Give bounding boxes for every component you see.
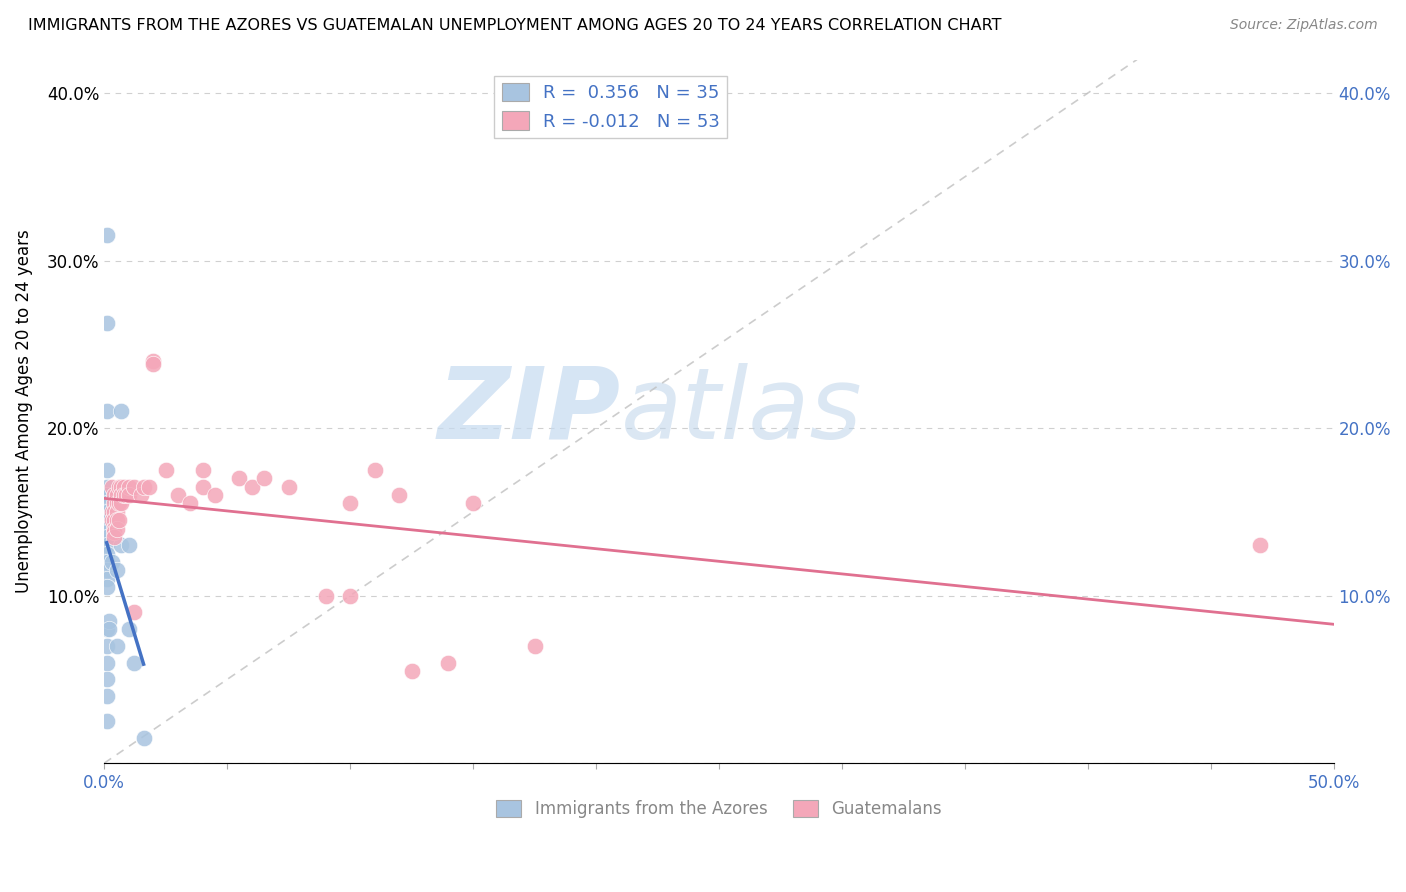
Point — [122, 656, 145, 670]
Point — [110, 496, 132, 510]
Point — [277, 480, 299, 494]
Point — [437, 656, 460, 670]
Text: atlas: atlas — [620, 363, 862, 460]
Point — [96, 564, 118, 578]
Point — [96, 522, 118, 536]
Point — [112, 488, 135, 502]
Point — [129, 488, 152, 502]
Point — [142, 358, 165, 372]
Point — [339, 496, 361, 510]
Point — [523, 639, 546, 653]
Legend: Immigrants from the Azores, Guatemalans: Immigrants from the Azores, Guatemalans — [489, 794, 948, 825]
Point — [96, 580, 118, 594]
Point — [96, 463, 118, 477]
Point — [105, 488, 128, 502]
Text: IMMIGRANTS FROM THE AZORES VS GUATEMALAN UNEMPLOYMENT AMONG AGES 20 TO 24 YEARS : IMMIGRANTS FROM THE AZORES VS GUATEMALAN… — [28, 18, 1001, 33]
Point — [96, 639, 118, 653]
Point — [105, 496, 128, 510]
Point — [96, 673, 118, 687]
Point — [122, 606, 145, 620]
Point — [103, 496, 125, 510]
Point — [96, 524, 118, 539]
Point — [96, 656, 118, 670]
Point — [110, 480, 132, 494]
Point — [103, 505, 125, 519]
Point — [118, 480, 141, 494]
Point — [108, 496, 131, 510]
Point — [118, 538, 141, 552]
Point — [132, 731, 155, 745]
Point — [96, 555, 118, 569]
Point — [191, 463, 214, 477]
Point — [364, 463, 387, 477]
Point — [96, 622, 118, 636]
Point — [401, 664, 423, 678]
Point — [118, 488, 141, 502]
Point — [96, 496, 118, 510]
Point — [122, 480, 145, 494]
Point — [138, 480, 160, 494]
Point — [110, 538, 132, 552]
Point — [112, 480, 135, 494]
Point — [110, 488, 132, 502]
Point — [103, 530, 125, 544]
Point — [1249, 538, 1271, 552]
Point — [98, 614, 121, 628]
Point — [96, 404, 118, 418]
Text: Source: ZipAtlas.com: Source: ZipAtlas.com — [1230, 18, 1378, 32]
Point — [96, 530, 118, 544]
Point — [191, 480, 214, 494]
Point — [155, 463, 177, 477]
Point — [100, 555, 122, 569]
Point — [228, 471, 250, 485]
Point — [204, 488, 226, 502]
Point — [96, 488, 118, 502]
Point — [142, 354, 165, 368]
Point — [100, 513, 122, 527]
Point — [105, 505, 128, 519]
Point — [105, 522, 128, 536]
Point — [96, 513, 118, 527]
Text: ZIP: ZIP — [437, 363, 620, 460]
Point — [96, 505, 118, 519]
Point — [96, 547, 118, 561]
Point — [240, 480, 263, 494]
Point — [103, 488, 125, 502]
Point — [100, 480, 122, 494]
Point — [96, 480, 118, 494]
Point — [98, 622, 121, 636]
Point — [105, 639, 128, 653]
Point — [96, 538, 118, 552]
Point — [118, 622, 141, 636]
Point — [105, 564, 128, 578]
Point — [96, 228, 118, 243]
Point — [103, 522, 125, 536]
Point — [110, 404, 132, 418]
Point — [253, 471, 276, 485]
Point — [339, 589, 361, 603]
Point — [132, 480, 155, 494]
Point — [388, 488, 411, 502]
Point — [179, 496, 201, 510]
Point — [108, 513, 131, 527]
Point — [315, 589, 337, 603]
Point — [96, 689, 118, 703]
Y-axis label: Unemployment Among Ages 20 to 24 years: Unemployment Among Ages 20 to 24 years — [15, 229, 32, 593]
Point — [96, 316, 118, 330]
Point — [96, 714, 118, 729]
Point — [167, 488, 190, 502]
Point — [103, 524, 125, 539]
Point — [105, 513, 128, 527]
Point — [108, 480, 131, 494]
Point — [103, 513, 125, 527]
Point — [115, 488, 138, 502]
Point — [461, 496, 484, 510]
Point — [100, 505, 122, 519]
Point — [96, 572, 118, 586]
